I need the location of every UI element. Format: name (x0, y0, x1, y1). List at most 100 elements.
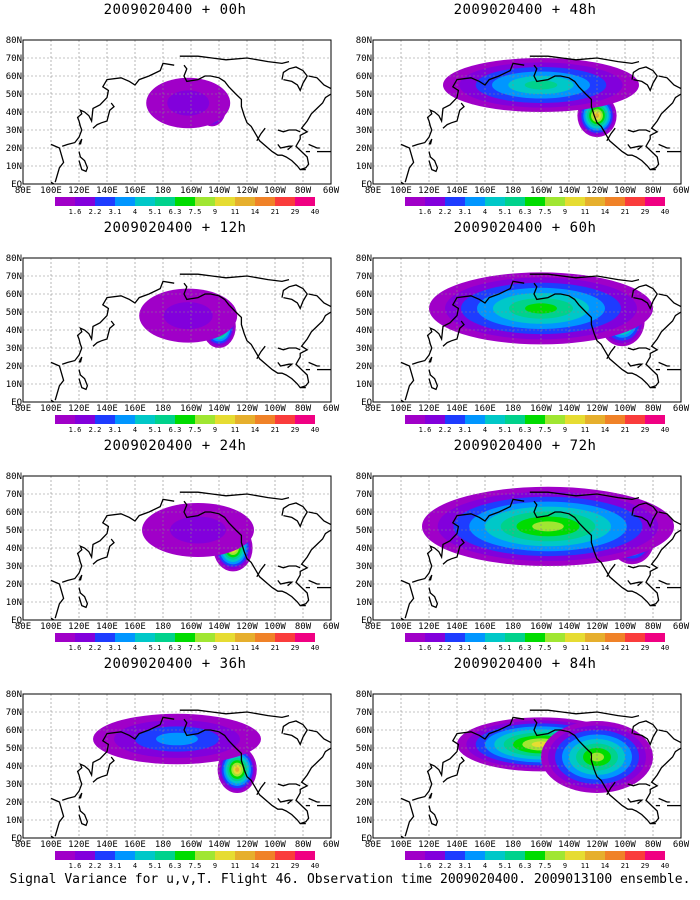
colorbar-label: 9 (213, 426, 217, 434)
coastlines (50, 273, 331, 402)
y-tick-label: 70N (6, 272, 22, 282)
colorbar-label: 14 (251, 862, 259, 870)
coastline (281, 502, 308, 528)
colorbar-label: 14 (601, 208, 609, 216)
coastline (62, 280, 175, 365)
coastline (529, 273, 640, 283)
colorbar-label: 29 (291, 862, 299, 870)
coastline (645, 311, 681, 389)
colorbar-swatch (195, 415, 215, 424)
y-tick-label: EQ (11, 616, 22, 626)
coastlines (50, 491, 331, 620)
colorbar: 1.6 2.2 3.1 4 5.1 6.3 7.5 9 11 14 21 29 40 (55, 197, 319, 216)
x-tick-label: 140W (208, 186, 230, 196)
x-tick-label: 140E (446, 404, 468, 414)
y-tick-label: EQ (11, 180, 22, 190)
colorbar-label: 29 (291, 426, 299, 434)
colorbar-label: 7.5 (539, 644, 552, 652)
coastline (658, 579, 670, 585)
colorbar-label: 2.2 (439, 208, 452, 216)
map-plot: 80E 100E 120E 140E 160E 180 160W 140W 120W 100W 80… (6, 690, 340, 870)
coastline (412, 716, 525, 801)
y-tick-label: 30N (356, 344, 372, 354)
coastline (400, 143, 415, 183)
colorbar-swatch (275, 197, 295, 206)
colorbar-label: 29 (641, 862, 649, 870)
colorbar-label: 6.3 (519, 644, 532, 652)
y-tick-label: 60N (356, 726, 372, 736)
x-tick-label: 140E (446, 840, 468, 850)
x-tick-label: 60W (323, 404, 340, 414)
x-tick-label: 80W (645, 186, 662, 196)
colorbar-label: 5.1 (149, 208, 162, 216)
panel-24h: 2009020400 + 24h 80E 100E 120E 140E 160E 180 1… (5, 436, 345, 652)
colorbar-label: 5.1 (499, 862, 512, 870)
x-tick-label: 140W (208, 622, 230, 632)
coastline (277, 565, 301, 569)
y-tick-label: 10N (356, 816, 372, 826)
colorbar-label: 11 (231, 208, 239, 216)
coastlines (400, 491, 681, 620)
colorbar-swatch (175, 851, 195, 860)
panel-title: 2009020400 + 12h (103, 220, 247, 236)
colorbar-swatch (585, 633, 605, 642)
colorbar-swatch (525, 851, 545, 860)
colorbar-swatch (195, 197, 215, 206)
panel-title: 2009020400 + 36h (103, 656, 247, 672)
coastline (400, 617, 406, 620)
coastline (78, 356, 83, 363)
colorbar-label: 2.2 (439, 426, 452, 434)
coastline (50, 143, 65, 183)
coastline (183, 282, 306, 389)
colorbar-label: 3.1 (459, 644, 472, 652)
x-tick-label: 160E (124, 622, 146, 632)
y-tick-label: 10N (6, 162, 22, 172)
x-tick-label: 80W (645, 840, 662, 850)
colorbar-label: 14 (251, 426, 259, 434)
colorbar-label: 7.5 (189, 208, 202, 216)
x-tick-label: 80E (365, 622, 381, 632)
coastline (533, 64, 656, 171)
colorbar-swatch (115, 197, 135, 206)
coastline (631, 502, 658, 528)
colorbar-label: 9 (213, 208, 217, 216)
y-tick-label: 50N (6, 526, 22, 536)
x-tick-label: 100E (390, 840, 412, 850)
x-tick-label: 120W (586, 186, 608, 196)
colorbar-swatch (155, 851, 175, 860)
x-tick-label: 140W (558, 840, 580, 850)
colorbar: 1.6 2.2 3.1 4 5.1 6.3 7.5 9 11 14 21 29 40 (405, 633, 669, 652)
coastline (50, 399, 56, 402)
map-plot: 80E 100E 120E 140E 160E 180 160W 140W 120W 100W 80… (356, 690, 690, 870)
colorbar-label: 11 (231, 426, 239, 434)
coastline (78, 805, 89, 827)
coastline (277, 144, 294, 151)
x-tick-label: 180 (505, 840, 521, 850)
variance-field (139, 288, 238, 348)
colorbar-label: 7.5 (539, 208, 552, 216)
colorbar-label: 40 (311, 426, 319, 434)
coastline (400, 361, 415, 401)
colorbar-swatch (645, 197, 665, 206)
coastline (308, 729, 331, 744)
y-tick-label: 70N (6, 54, 22, 64)
x-tick-label: 120W (236, 186, 258, 196)
colorbar-swatch (95, 633, 115, 642)
y-tick-label: 60N (356, 508, 372, 518)
colorbar-label: 4 (483, 426, 487, 434)
colorbar-swatch (545, 197, 565, 206)
grid-lines (23, 694, 331, 838)
variance-field (422, 486, 674, 566)
colorbar-swatch (565, 851, 585, 860)
colorbar-swatch (625, 851, 645, 860)
coastline (627, 783, 651, 787)
colorbar-label: 21 (621, 208, 629, 216)
coastline (277, 129, 301, 133)
y-tick-label: 50N (6, 308, 22, 318)
y-tick-label: 30N (6, 562, 22, 572)
x-tick-label: 100E (390, 404, 412, 414)
coastline (412, 498, 525, 583)
colorbar-swatch (405, 415, 425, 424)
x-tick-label: 80W (295, 404, 312, 414)
colorbar-label: 5.1 (149, 644, 162, 652)
